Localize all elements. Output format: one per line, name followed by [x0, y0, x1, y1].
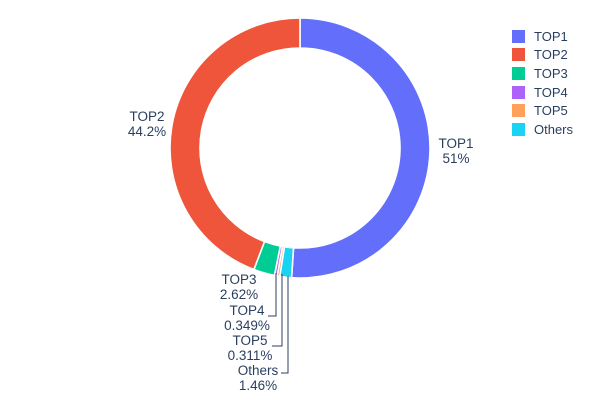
- legend-swatch-top1: [512, 29, 525, 43]
- slice-label-top2: TOP2 44.2%: [128, 109, 166, 139]
- slice-label-top3: TOP3 2.62%: [220, 272, 258, 302]
- leader-line-top5: [272, 274, 283, 347]
- legend-swatch-others: [512, 122, 525, 136]
- slice-label-percent: 0.311%: [227, 348, 273, 363]
- donut-slices: [169, 17, 431, 279]
- legend-swatch-top2: [512, 48, 525, 62]
- slice-label-percent: 44.2%: [127, 124, 167, 139]
- legend-label: TOP4: [534, 84, 568, 100]
- slice-label-others: Others 1.46%: [238, 363, 279, 393]
- slice-label-name: Others: [237, 363, 279, 378]
- slice-label-name: TOP1: [438, 136, 474, 151]
- legend-swatch-top3: [512, 66, 525, 80]
- legend-label: TOP3: [534, 65, 568, 81]
- pie-slice-top2[interactable]: [169, 17, 301, 271]
- legend-item-top5[interactable]: TOP5: [512, 101, 573, 120]
- pie-slice-top1[interactable]: [290, 17, 431, 279]
- legend-label: Others: [534, 121, 574, 137]
- leader-lines: [268, 273, 289, 374]
- legend-label: TOP1: [534, 28, 568, 44]
- slice-label-percent: 51%: [442, 151, 470, 166]
- slice-label-top4: TOP4 0.349%: [224, 303, 270, 333]
- slice-label-top5: TOP5 0.311%: [228, 333, 273, 363]
- legend-item-others[interactable]: Others: [512, 120, 573, 139]
- slice-label-top1: TOP1 51%: [438, 136, 473, 166]
- legend-swatch-top4: [512, 85, 525, 99]
- slice-label-percent: 2.62%: [219, 287, 259, 302]
- legend-label: TOP2: [534, 47, 568, 63]
- slice-label-percent: 1.46%: [238, 378, 278, 393]
- slice-label-percent: 0.349%: [224, 318, 270, 333]
- legend-item-top1[interactable]: TOP1: [512, 27, 573, 46]
- legend-swatch-top5: [512, 104, 525, 118]
- slice-label-name: TOP2: [129, 109, 165, 124]
- slice-label-name: TOP3: [221, 272, 257, 287]
- legend-item-top3[interactable]: TOP3: [512, 64, 573, 83]
- legend: TOP1 TOP2 TOP3 TOP4 TOP5 Others: [512, 27, 573, 139]
- slice-label-name: TOP5: [232, 333, 268, 348]
- slice-label-name: TOP4: [229, 303, 265, 318]
- legend-label: TOP5: [534, 103, 568, 119]
- leader-line-others: [281, 276, 289, 374]
- legend-item-top2[interactable]: TOP2: [512, 46, 573, 65]
- legend-item-top4[interactable]: TOP4: [512, 83, 573, 102]
- leader-line-top4: [268, 273, 277, 317]
